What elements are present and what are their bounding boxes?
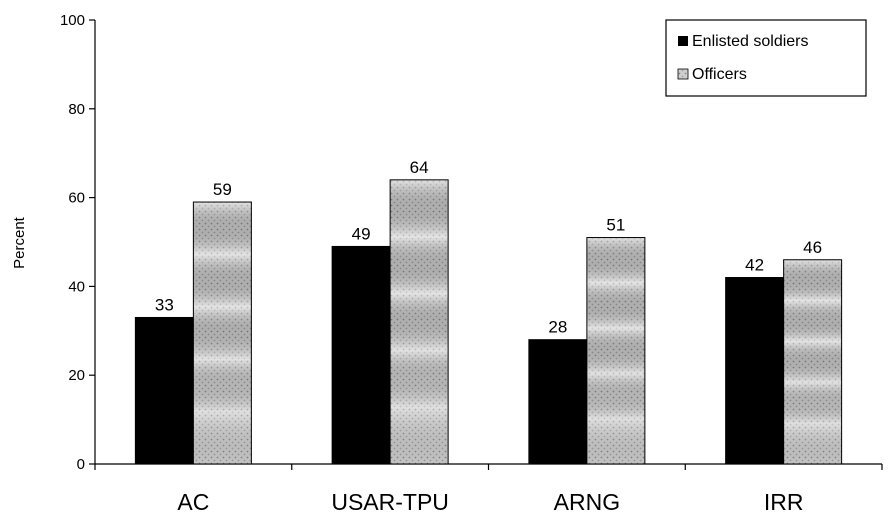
x-category-label: AC: [177, 489, 209, 515]
data-label-enlisted: 42: [745, 256, 764, 275]
x-axis: AC USAR-TPU ARNG IRR: [94, 463, 883, 515]
x-category-label: ARNG: [554, 489, 620, 515]
y-tick-label: 20: [68, 367, 85, 384]
x-category-label: IRR: [764, 489, 804, 515]
y-tick-label: 40: [68, 278, 85, 295]
y-tick-label: 60: [68, 190, 85, 207]
data-label-enlisted: 28: [548, 318, 567, 337]
y-tick-label: 0: [77, 456, 85, 473]
legend-swatch-officers: [677, 68, 689, 80]
data-label-officers: 51: [606, 216, 625, 235]
bar-officers: [389, 179, 449, 465]
bar-enlisted: [725, 277, 785, 465]
bar-officers: [192, 201, 252, 465]
bar-officers-outline: [586, 237, 646, 465]
y-tick-label: 100: [60, 12, 85, 29]
y-tick-label: 80: [68, 101, 85, 118]
legend-label-officers: Officers: [692, 66, 747, 83]
bar-officers: [783, 259, 843, 465]
y-axis-title: Percent: [11, 216, 28, 269]
x-category-label: USAR-TPU: [331, 489, 449, 515]
bar-officers-outline: [192, 201, 252, 465]
legend-swatch-enlisted: [678, 36, 688, 46]
bar-enlisted: [528, 339, 588, 465]
bars: [134, 179, 843, 465]
data-label-enlisted: 33: [155, 295, 174, 314]
bar-officers: [586, 237, 646, 465]
bar-officers-outline: [783, 259, 843, 465]
bar-enlisted: [134, 316, 194, 465]
data-label-officers: 64: [410, 158, 429, 177]
data-label-officers: 59: [213, 180, 232, 199]
legend-label-enlisted: Enlisted soldiers: [692, 33, 809, 50]
legend: Enlisted soldiers Officers: [665, 19, 867, 97]
bar-enlisted: [331, 245, 391, 465]
y-axis: 0 20 40 60 80 100: [60, 12, 96, 473]
data-label-enlisted: 49: [352, 224, 371, 243]
legend-box: [665, 19, 867, 97]
bar-officers-outline: [389, 179, 449, 465]
data-label-officers: 46: [803, 238, 822, 257]
data-labels: 33 59 49 64 28 51 42 46: [155, 158, 822, 337]
